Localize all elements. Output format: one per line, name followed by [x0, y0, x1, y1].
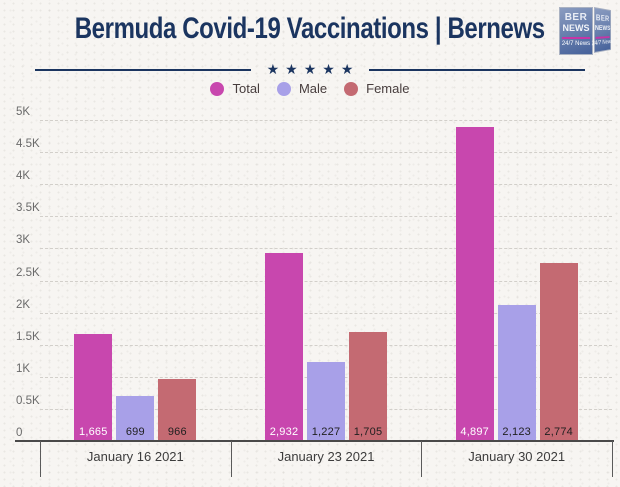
bar-value-label: 2,774 [544, 426, 573, 438]
logo-text-top: BER [564, 12, 588, 23]
legend-item-female: Female [344, 81, 410, 96]
x-axis-category-label: January 23 2021 [277, 449, 375, 464]
bar-value-label: 1,705 [353, 426, 383, 438]
bernews-logo-side-face: BER NEWS 24/7 News [591, 7, 613, 53]
x-axis-tick [421, 441, 423, 477]
logo-text-bottom: NEWS [594, 25, 611, 32]
x-axis-line [15, 440, 614, 442]
y-gridline [40, 184, 612, 186]
bar-female: 966 [158, 379, 197, 441]
bar-total: 1,665 [74, 334, 113, 441]
bar-value-label: 2,123 [502, 426, 531, 438]
bar-total: 4,897 [455, 126, 494, 441]
five-stars-icon: ★★★★★ [266, 61, 360, 77]
y-gridline [40, 120, 612, 121]
bar-value-label: 699 [125, 426, 145, 438]
logo-tagline: 24/7 News [561, 41, 591, 47]
y-axis-tick-label: 2K [16, 298, 31, 311]
bar-value-label: 1,227 [311, 426, 341, 438]
x-axis-tick [612, 441, 613, 477]
bar-male: 1,227 [307, 362, 345, 441]
bar-female: 2,774 [539, 262, 578, 441]
divider-line-left [35, 68, 251, 71]
legend-dot-female-icon [344, 81, 359, 96]
legend-dot-total-icon [210, 81, 225, 96]
bar-value-label: 1,665 [79, 426, 108, 438]
bar-female: 1,705 [349, 331, 387, 441]
y-gridline [40, 312, 612, 314]
y-axis-tick-label: 4.5K [16, 138, 40, 151]
legend-item-male: Male [276, 81, 328, 96]
legend-label: Male [298, 81, 328, 96]
bar-male: 2,123 [497, 304, 536, 441]
logo-stripe [596, 36, 610, 39]
header: Bermuda Covid-19 Vaccinations | Bernews [0, 12, 620, 46]
bar-value-label: 966 [167, 426, 187, 438]
bar-value-label: 2,932 [269, 426, 299, 438]
legend-label: Female [366, 81, 410, 96]
x-axis-tick [40, 441, 41, 477]
bernews-logo: BER NEWS 24/7 News BER NEWS 24/7 News [559, 7, 617, 55]
y-axis-tick-label: 2.5K [16, 266, 40, 279]
bar-male: 699 [116, 396, 155, 441]
y-axis-tick-label: 4K [16, 170, 31, 183]
y-axis-tick-label: 0 [16, 427, 23, 439]
y-axis-tick-label: 3K [16, 234, 31, 247]
y-axis-tick-label: 1K [16, 362, 31, 375]
page-title: Bermuda Covid-19 Vaccinations | Bernews [75, 12, 545, 45]
y-axis-tick-label: 5K [16, 106, 31, 118]
x-axis-category-label: January 30 2021 [468, 449, 566, 464]
bar-value-label: 4,897 [460, 426, 489, 438]
y-gridline [40, 248, 612, 250]
legend-item-total: Total [210, 81, 260, 96]
chart-legend: Total Male Female [0, 81, 620, 96]
y-gridline [40, 280, 612, 282]
y-gridline [40, 216, 612, 218]
bar-total: 2,932 [265, 252, 303, 441]
title-divider: ★★★★★ [35, 61, 586, 78]
logo-stripe [562, 37, 590, 39]
bernews-logo-front-face: BER NEWS 24/7 News [559, 7, 593, 55]
legend-label: Total [232, 81, 260, 96]
x-axis-category-label: January 16 2021 [86, 449, 184, 464]
y-axis-tick-label: 3.5K [16, 202, 40, 215]
logo-text-bottom: NEWS [562, 23, 590, 33]
x-axis-tick [230, 441, 232, 477]
y-gridline [40, 152, 612, 154]
y-gridline [40, 344, 612, 346]
legend-dot-male-icon [276, 81, 291, 96]
divider-line-right [369, 68, 586, 71]
logo-tagline: 24/7 News [591, 39, 613, 48]
y-axis-tick-label: 1.5K [16, 330, 40, 343]
y-axis-tick-label: 0.5K [16, 394, 40, 407]
